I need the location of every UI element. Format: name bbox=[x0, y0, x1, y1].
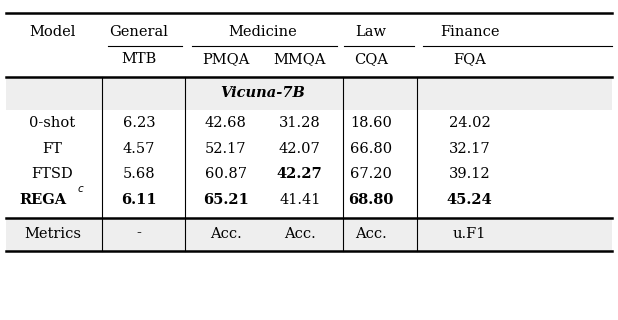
Text: FTSD: FTSD bbox=[32, 167, 74, 181]
Text: Finance: Finance bbox=[440, 25, 499, 39]
Text: Law: Law bbox=[355, 25, 386, 39]
Text: FT: FT bbox=[43, 142, 62, 156]
Text: 32.17: 32.17 bbox=[449, 142, 491, 156]
Text: 18.60: 18.60 bbox=[350, 116, 392, 130]
Text: -: - bbox=[137, 227, 142, 241]
Text: MMQA: MMQA bbox=[274, 52, 326, 66]
Text: 42.07: 42.07 bbox=[279, 142, 321, 156]
Text: MTB: MTB bbox=[121, 52, 157, 66]
Text: 31.28: 31.28 bbox=[279, 116, 321, 130]
Text: FQA: FQA bbox=[453, 52, 486, 66]
Text: 41.41: 41.41 bbox=[279, 193, 320, 207]
Text: 5.68: 5.68 bbox=[123, 167, 155, 181]
Text: Vicuna-7B: Vicuna-7B bbox=[220, 86, 305, 100]
Text: 45.24: 45.24 bbox=[447, 193, 493, 207]
Text: u.F1: u.F1 bbox=[453, 227, 486, 241]
Text: Acc.: Acc. bbox=[355, 227, 387, 241]
Text: CQA: CQA bbox=[353, 52, 388, 66]
Text: 6.23: 6.23 bbox=[123, 116, 155, 130]
Text: 24.02: 24.02 bbox=[449, 116, 491, 130]
Bar bbox=[6, 218, 612, 251]
Text: REGA: REGA bbox=[20, 193, 67, 207]
Text: 68.80: 68.80 bbox=[348, 193, 394, 207]
Text: 0-shot: 0-shot bbox=[30, 116, 75, 130]
Text: 39.12: 39.12 bbox=[449, 167, 491, 181]
Text: $c$: $c$ bbox=[77, 184, 84, 194]
Text: Metrics: Metrics bbox=[24, 227, 81, 241]
Text: 52.17: 52.17 bbox=[205, 142, 247, 156]
Text: 60.87: 60.87 bbox=[205, 167, 247, 181]
Text: 4.57: 4.57 bbox=[123, 142, 155, 156]
Text: 66.80: 66.80 bbox=[350, 142, 392, 156]
Text: Medicine: Medicine bbox=[228, 25, 297, 39]
Text: 6.11: 6.11 bbox=[121, 193, 157, 207]
Text: 65.21: 65.21 bbox=[203, 193, 248, 207]
Text: General: General bbox=[109, 25, 169, 39]
Text: 67.20: 67.20 bbox=[350, 167, 392, 181]
Bar bbox=[6, 77, 612, 110]
Text: PMQA: PMQA bbox=[202, 52, 249, 66]
Text: Model: Model bbox=[29, 25, 76, 39]
Text: 42.68: 42.68 bbox=[205, 116, 247, 130]
Text: Acc.: Acc. bbox=[284, 227, 316, 241]
Text: Acc.: Acc. bbox=[210, 227, 242, 241]
Text: 42.27: 42.27 bbox=[277, 167, 323, 181]
